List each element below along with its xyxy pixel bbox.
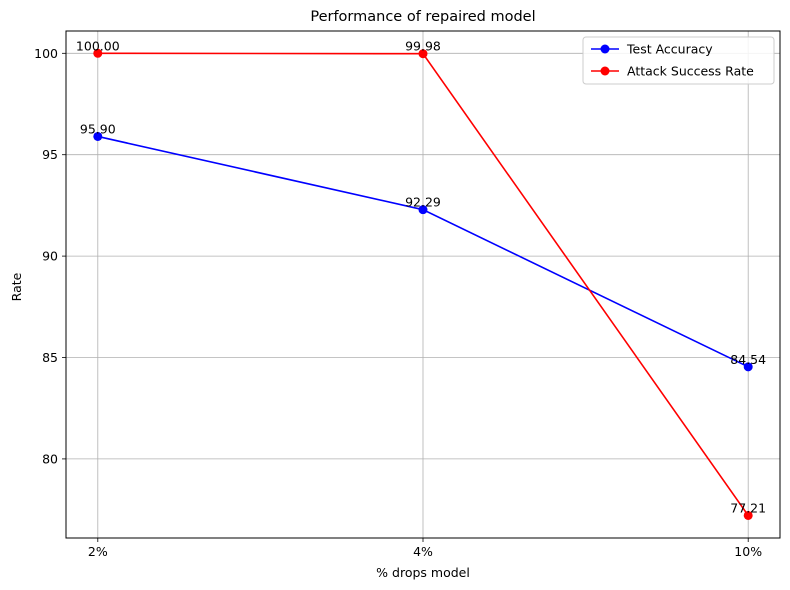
- data-point: [93, 48, 103, 58]
- data-point: [418, 49, 428, 59]
- data-label: 77.21: [730, 500, 766, 515]
- data-point: [743, 362, 753, 372]
- y-tick-label: 90: [42, 249, 58, 264]
- x-axis-ticks: 2% 4% 10%: [88, 538, 762, 559]
- y-tick-label: 100: [34, 46, 58, 61]
- legend-marker: [600, 66, 610, 76]
- legend-label: Test Accuracy: [626, 42, 713, 57]
- data-label: 100.00: [76, 38, 120, 53]
- y-axis-ticks: 80 85 90 95 100: [34, 46, 66, 466]
- x-axis-label: % drops model: [376, 565, 470, 580]
- data-label: 92.29: [405, 195, 441, 210]
- data-point: [743, 510, 753, 520]
- legend-label: Attack Success Rate: [627, 64, 754, 79]
- x-tick-label: 10%: [734, 544, 762, 559]
- x-tick-label: 2%: [88, 544, 108, 559]
- y-tick-label: 85: [42, 350, 58, 365]
- data-label: 95.90: [80, 121, 116, 136]
- chart-title: Performance of repaired model: [310, 9, 535, 25]
- data-label: 99.98: [405, 39, 441, 54]
- x-tick-label: 4%: [413, 544, 433, 559]
- series-lines: [93, 48, 753, 520]
- y-tick-label: 95: [42, 147, 58, 162]
- y-axis-label: Rate: [9, 272, 24, 301]
- data-point: [93, 131, 103, 141]
- grid: [66, 31, 780, 538]
- y-tick-label: 80: [42, 451, 58, 466]
- legend-marker: [600, 44, 610, 54]
- legend: Test Accuracy Attack Success Rate: [582, 36, 775, 85]
- data-labels: 95.90 92.29 84.54 100.00 99.98 77.21: [76, 38, 766, 515]
- data-point: [418, 205, 428, 215]
- data-label: 84.54: [730, 352, 766, 367]
- legend-box: [582, 36, 775, 85]
